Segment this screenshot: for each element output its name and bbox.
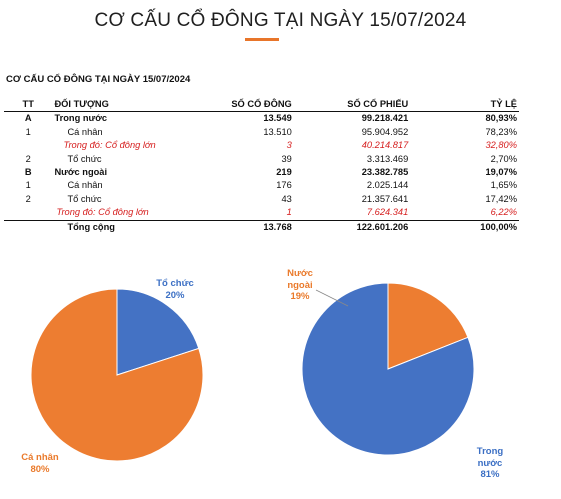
table-row: Trong đó: Cổ đông lớn 1 7.624.341 6,22% bbox=[4, 206, 519, 220]
col-header-shares: SỐ CỔ PHIẾU bbox=[293, 98, 411, 113]
pie2-label-domestic: Trong nước 81% bbox=[468, 446, 512, 481]
pie2-label-domestic-pct: 81% bbox=[480, 469, 500, 480]
row-ratio: 78,23% bbox=[485, 126, 517, 137]
row-tt: 1 bbox=[25, 180, 31, 191]
pie1-label-individual-name: Cá nhân bbox=[21, 452, 59, 463]
row-label: Nước ngoài bbox=[54, 167, 108, 178]
row-label: Cá nhân bbox=[67, 180, 103, 191]
col-header-holders: SỐ CỔ ĐÔNG bbox=[193, 98, 294, 113]
row-holders: 39 bbox=[281, 153, 292, 164]
row-holders: 13.549 bbox=[263, 113, 292, 124]
row-tt: 2 bbox=[25, 193, 31, 204]
row-holders: 3 bbox=[286, 140, 292, 151]
row-tt: 1 bbox=[25, 126, 31, 137]
total-shares: 122.601.206 bbox=[293, 219, 411, 235]
table-header-row: TT ĐỐI TƯỢNG SỐ CỔ ĐÔNG SỐ CỔ PHIẾU TỶ L… bbox=[4, 98, 519, 113]
row-label: Trong đó: Cổ đông lớn bbox=[56, 207, 149, 218]
row-ratio: 32,80% bbox=[485, 140, 517, 151]
row-tt: B bbox=[24, 167, 32, 178]
row-holders: 219 bbox=[276, 167, 292, 178]
total-tt bbox=[4, 219, 53, 235]
pie-chart-origin: Nước ngoài 19% Trong nước 81% bbox=[270, 262, 561, 499]
row-label: Tổ chức bbox=[67, 153, 102, 164]
row-tt: 2 bbox=[25, 153, 31, 164]
row-ratio: 6,22% bbox=[490, 207, 517, 218]
pie2-label-foreign: Nước ngoài 19% bbox=[280, 268, 320, 303]
pie-chart-domestic-svg bbox=[30, 288, 204, 462]
table-row: 2 Tổ chức 43 21.357.641 17,42% bbox=[4, 193, 519, 206]
row-label: Trong đó: Cổ đông lớn bbox=[63, 140, 156, 151]
row-ratio: 1,65% bbox=[490, 180, 517, 191]
title-accent-bar bbox=[245, 38, 279, 41]
row-shares: 99.218.421 bbox=[361, 113, 409, 124]
pie1-label-organization: Tổ chức 20% bbox=[150, 278, 200, 301]
pie2-leader-line bbox=[315, 289, 349, 307]
pie2-label-foreign-name: Nước ngoài bbox=[287, 268, 313, 291]
section-title: CƠ CẤU CỔ ĐÔNG TẠI NGÀY 15/07/2024 bbox=[6, 74, 191, 85]
pie2-label-foreign-pct: 19% bbox=[290, 291, 310, 302]
col-header-tt: TT bbox=[4, 98, 53, 113]
total-holders: 13.768 bbox=[193, 219, 294, 235]
row-tt bbox=[4, 206, 52, 220]
row-shares: 3.313.469 bbox=[366, 153, 409, 164]
row-shares: 23.382.785 bbox=[361, 167, 409, 178]
col-header-ratio: TỶ LỆ bbox=[410, 98, 519, 113]
table-row: 1 Cá nhân 176 2.025.144 1,65% bbox=[4, 179, 519, 192]
pie1-label-organization-name: Tổ chức bbox=[156, 278, 194, 289]
row-ratio: 17,42% bbox=[485, 193, 517, 204]
row-shares: 21.357.641 bbox=[361, 193, 409, 204]
row-holders: 43 bbox=[281, 193, 292, 204]
table-row: B Nước ngoài 219 23.382.785 19,07% bbox=[4, 166, 519, 179]
pie1-label-individual: Cá nhân 80% bbox=[14, 452, 66, 475]
col-header-object: ĐỐI TƯỢNG bbox=[52, 98, 194, 113]
table-row: Trong đó: Cổ đông lớn 3 40.214.817 32,80… bbox=[4, 139, 519, 152]
total-ratio: 100,00% bbox=[410, 219, 519, 235]
row-shares: 7.624.341 bbox=[366, 207, 409, 218]
row-tt: A bbox=[24, 113, 32, 124]
row-label: Tổ chức bbox=[67, 193, 102, 204]
table-row: A Trong nước 13.549 99.218.421 80,93% bbox=[4, 112, 519, 126]
pie1-slice-0 bbox=[116, 288, 200, 376]
table-row: 1 Cá nhân 13.510 95.904.952 78,23% bbox=[4, 126, 519, 139]
table-row: 2 Tổ chức 39 3.313.469 2,70% bbox=[4, 153, 519, 166]
pie2-slice-1 bbox=[301, 282, 475, 456]
shareholder-table: TT ĐỐI TƯỢNG SỐ CỔ ĐÔNG SỐ CỔ PHIẾU TỶ L… bbox=[4, 98, 519, 235]
page-title: CƠ CẤU CỔ ĐÔNG TẠI NGÀY 15/07/2024 bbox=[94, 10, 467, 31]
row-tt bbox=[4, 139, 52, 152]
pie-chart-origin-svg bbox=[301, 282, 475, 456]
row-holders: 1 bbox=[286, 207, 292, 218]
pie1-slice-1 bbox=[30, 288, 204, 462]
row-ratio: 19,07% bbox=[485, 167, 517, 178]
row-ratio: 2,70% bbox=[490, 153, 517, 164]
total-label: Tổng cộng bbox=[52, 219, 194, 235]
row-shares: 40.214.817 bbox=[361, 140, 409, 151]
table-total-row: Tổng cộng 13.768 122.601.206 100,00% bbox=[4, 219, 519, 235]
row-shares: 2.025.144 bbox=[366, 180, 409, 191]
pie-chart-domestic: Tổ chức 20% Cá nhân 80% bbox=[0, 262, 270, 499]
row-label: Cá nhân bbox=[67, 126, 103, 137]
pie2-label-domestic-name: Trong nước bbox=[476, 446, 504, 469]
row-ratio: 80,93% bbox=[485, 113, 517, 124]
pie1-label-individual-pct: 80% bbox=[30, 463, 50, 475]
pie1-label-organization-pct: 20% bbox=[165, 289, 185, 301]
row-label: Trong nước bbox=[54, 113, 108, 124]
row-shares: 95.904.952 bbox=[361, 126, 409, 137]
pie2-slice-0 bbox=[387, 282, 469, 370]
row-holders: 176 bbox=[276, 180, 292, 191]
row-holders: 13.510 bbox=[263, 126, 292, 137]
